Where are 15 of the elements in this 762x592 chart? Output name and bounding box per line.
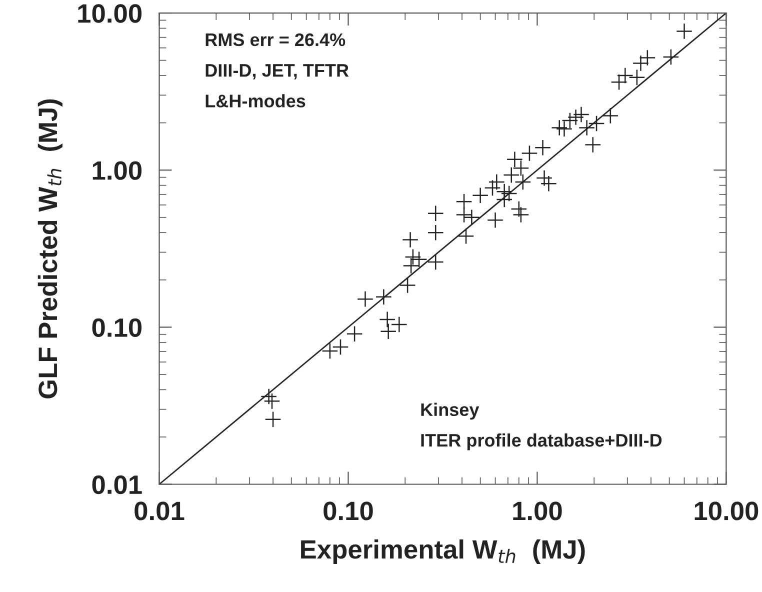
x-tick-label: 10.00 — [694, 502, 758, 520]
y-tick-label: 0.01 — [92, 475, 142, 494]
y-tick-label: 10.00 — [78, 4, 142, 23]
annotation: ITER profile database+DIII-D — [421, 433, 662, 450]
y-tick-label: 1.00 — [92, 161, 142, 180]
x-tick-label: 0.10 — [324, 502, 373, 520]
annotation: Kinsey — [421, 402, 480, 420]
annotation: DIII-D, JET, TFTR — [206, 64, 349, 80]
y-axis-title: GLF Predicted W$_{th}$ (MJ) — [38, 99, 62, 398]
x-axis-title: Experimental W$_{th}$ (MJ) — [301, 539, 585, 564]
y-tick-label: 0.10 — [92, 318, 142, 337]
annotation: L&H-modes — [206, 94, 306, 108]
x-tick-label: 0.01 — [134, 502, 184, 520]
x-tick-label: 1.00 — [513, 502, 562, 520]
annotation: RMS err = 26.4% — [206, 33, 346, 46]
